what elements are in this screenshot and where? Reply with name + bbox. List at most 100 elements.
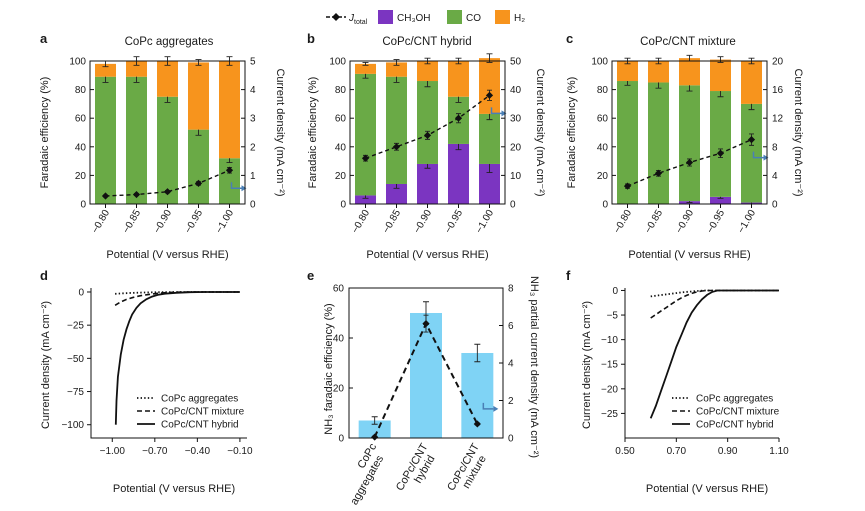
- bar-CH₃OH--0.95: [448, 143, 469, 204]
- ytick-label-0: 0: [78, 287, 84, 298]
- ytick-label-80: 80: [597, 85, 609, 96]
- ytick-label-0: 0: [612, 286, 618, 297]
- jtotal-point--0.95: [454, 114, 463, 122]
- axis-arrow-head: [763, 154, 769, 161]
- panel-letter-b: b: [307, 31, 315, 46]
- jtotal-point--1.00: [485, 91, 494, 99]
- ytick-label--15: −15: [601, 360, 618, 371]
- curve-CoPc/CNT mixture: [650, 289, 779, 319]
- ytick-label--100: −100: [61, 420, 84, 431]
- bar-H₂--1.00: [741, 61, 762, 104]
- legend-label-CoPc/CNT mixture: CoPc/CNT mixture: [696, 407, 780, 418]
- y2tick-label-20: 20: [772, 57, 784, 68]
- bar-H₂--0.85: [386, 62, 407, 77]
- jtotal-point--0.90: [685, 158, 694, 167]
- xtick-label--0.95: −0.95: [183, 208, 205, 236]
- bar-CH₃OH--0.95: [710, 196, 731, 204]
- jtotal-point--0.95: [194, 179, 203, 188]
- xtick-label-0.5: 0.50: [615, 446, 635, 457]
- xtick-label-0.7: 0.70: [667, 446, 687, 457]
- errorbar-H₂--0.80: [362, 61, 369, 66]
- y2tick-label-30: 30: [510, 114, 522, 125]
- ytick-label-60: 60: [75, 114, 87, 125]
- x-axis-label: Potential (V versus RHE): [646, 483, 768, 495]
- legend-label-total: Jtotal: [348, 13, 368, 26]
- legend-label-CoPc/CNT hybrid: CoPc/CNT hybrid: [161, 420, 239, 431]
- xtick-label-CoPc/CNT hybrid: CoPc/CNThybrid: [394, 441, 441, 499]
- ytick-label-0: 0: [340, 200, 346, 211]
- curve-CoPc aggregates: [115, 291, 240, 295]
- bar-CO--0.80: [355, 73, 376, 196]
- bar-H₂--0.90: [417, 61, 438, 82]
- bar-H₂--0.80: [355, 63, 376, 74]
- ytick-label-100: 100: [591, 57, 608, 68]
- bar-CO--1.00: [479, 113, 500, 164]
- jtotal-point--0.80: [623, 182, 632, 190]
- y2tick-label-1: 1: [250, 171, 256, 182]
- xtick-label--0.95: −0.95: [443, 208, 465, 236]
- bar-CO--1.00: [741, 103, 762, 203]
- bar-CoPc aggregates: [358, 420, 391, 438]
- legend-swatch-co: [447, 10, 462, 24]
- bar-CH₃OH--0.85: [386, 183, 407, 204]
- y-axis-label: NH₃ faradaic efficiency (%): [323, 303, 335, 434]
- xtick-label--1.00: −1.00: [736, 208, 758, 236]
- y2tick-label-4: 4: [250, 85, 256, 96]
- ytick-label-40: 40: [75, 142, 87, 153]
- legend-label-co: CO: [466, 13, 481, 24]
- y2tick-label-0: 0: [772, 200, 778, 211]
- panel-letter-f: f: [566, 268, 571, 283]
- partial-current-point-CoPc/CNT hybrid: [422, 320, 430, 328]
- bar-CO--0.95: [188, 129, 209, 204]
- jtotal-point--0.90: [423, 131, 432, 139]
- ytick-label-80: 80: [335, 85, 347, 96]
- legend-label-CoPc/CNT hybrid: CoPc/CNT hybrid: [696, 420, 774, 431]
- y2tick-label-12: 12: [772, 114, 784, 125]
- legend-label-CoPc/CNT mixture: CoPc/CNT mixture: [161, 407, 245, 418]
- chart-title: CoPc/CNT mixture: [640, 36, 736, 48]
- y2tick-label-3: 3: [250, 114, 256, 125]
- panel-f: f 0 −5 −10 −15 −20 −25 0.50 0.70 0.90 1.10 Potentia…: [566, 268, 789, 495]
- ytick-label--25: −25: [601, 409, 618, 420]
- panel-letter-c: c: [566, 31, 573, 46]
- y2tick-label-40: 40: [510, 85, 522, 96]
- xtick-label--0.90: −0.90: [412, 208, 434, 236]
- ytick-label-0: 0: [602, 200, 608, 211]
- bar-CO--0.80: [95, 76, 116, 204]
- ytick-label-60: 60: [333, 284, 345, 295]
- curve-CoPc/CNT hybrid: [649, 289, 779, 419]
- y2tick-label-20: 20: [510, 142, 522, 153]
- y2tick-label-0: 0: [250, 200, 256, 211]
- bar-CO--0.90: [417, 81, 438, 164]
- chart-title: CoPc/CNT hybrid: [382, 36, 471, 48]
- xtick-label--0.85: −0.85: [121, 208, 143, 236]
- jtotal-point--0.80: [101, 192, 110, 200]
- bar-CO--0.80: [617, 81, 638, 204]
- y-axis-label: Faradaic efficiency (%): [39, 77, 51, 189]
- xtick-label--0.95: −0.95: [705, 208, 727, 236]
- legend-label-ch3oh: CH₃OH: [397, 13, 431, 24]
- bar-CH₃OH--0.80: [355, 195, 376, 204]
- axis-arrow: [230, 182, 242, 190]
- ytick-label-20: 20: [333, 384, 345, 395]
- jtotal-point--0.95: [716, 149, 725, 157]
- jtotal-point--0.90: [163, 188, 172, 196]
- axis-arrow: [490, 107, 502, 115]
- bar-H₂--0.85: [126, 61, 147, 77]
- legend-label-CoPc aggregates: CoPc aggregates: [696, 394, 773, 405]
- panel-b: b CoPc/CNT hybrid 0 20 40 60 80 100 0 10 20 30 40 50 −…: [307, 31, 546, 261]
- jtotal-point--0.85: [392, 143, 401, 151]
- xtick-label-1.1: 1.10: [769, 446, 789, 457]
- plot-axes: [90, 288, 247, 439]
- bar-H₂--0.80: [617, 61, 638, 82]
- axis-arrow-head: [493, 405, 499, 412]
- bar-H₂--0.80: [95, 63, 116, 77]
- legend: Jtotal CH₃OH CO H₂: [326, 10, 525, 26]
- y2tick-label-0: 0: [510, 200, 516, 211]
- xtick-label-0.9: 0.90: [718, 446, 738, 457]
- panel-letter-e: e: [307, 268, 314, 283]
- legend-swatch-ch3oh: [378, 10, 393, 24]
- bar-CO--0.85: [386, 76, 407, 184]
- ytick-label--75: −75: [67, 387, 84, 398]
- xtick-label-CoPc aggregates: CoPcaggregates: [338, 441, 390, 507]
